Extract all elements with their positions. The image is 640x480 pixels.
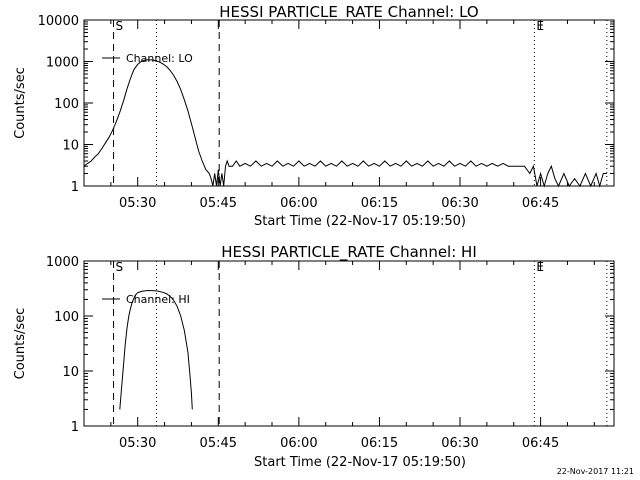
end-marker-label: E xyxy=(536,19,544,33)
panel-hi: HESSI PARTICLE_RATE Channel: HI 1 10 100 100… xyxy=(13,243,615,470)
x-tick-label: 05:30 xyxy=(119,196,156,211)
y-tick-label: 10000 xyxy=(38,14,79,29)
chart-title: HESSI PARTICLE_RATE Channel: HI xyxy=(221,243,477,262)
x-axis-label: Start Time (22-Nov-17 05:19:50) xyxy=(254,214,466,229)
y-tick-label: 10 xyxy=(62,365,79,380)
plot-frame xyxy=(83,260,615,427)
y-axis-label: Counts/sec xyxy=(13,67,28,139)
x-tick-label: 06:30 xyxy=(441,196,478,211)
y-tick-label: 1 xyxy=(71,420,79,435)
start-marker-label: S xyxy=(116,19,124,33)
legend-label: Channel: LO xyxy=(126,52,193,65)
panel-lo: HESSI PARTICLE_RATE Channel: LO 1 10 100 100… xyxy=(13,3,615,229)
x-tick-label: 06:30 xyxy=(441,436,478,451)
x-tick-label: 06:15 xyxy=(361,436,398,451)
y-tick-label: 100 xyxy=(54,310,79,325)
start-marker-label: S xyxy=(116,260,124,274)
x-tick-label: 05:45 xyxy=(200,196,237,211)
x-tick-label: 05:45 xyxy=(200,436,237,451)
x-tick-label: 06:45 xyxy=(522,196,559,211)
series-line xyxy=(83,59,607,188)
x-tick-label: 05:30 xyxy=(119,436,156,451)
legend-label: Channel: HI xyxy=(126,293,190,306)
x-axis-label: Start Time (22-Nov-17 05:19:50) xyxy=(254,455,466,470)
y-tick-label: 100 xyxy=(54,97,79,112)
y-tick-label: 10 xyxy=(62,139,79,154)
x-tick-label: 06:15 xyxy=(361,196,398,211)
y-axis-label: Counts/sec xyxy=(13,308,28,380)
x-tick-label: 06:00 xyxy=(280,196,317,211)
y-tick-label: 1000 xyxy=(46,255,79,270)
date-stamp: 22-Nov-2017 11:21 xyxy=(557,467,634,476)
x-tick-label: 06:00 xyxy=(280,436,317,451)
y-tick-label: 1 xyxy=(71,180,79,195)
x-tick-label: 06:45 xyxy=(522,436,559,451)
end-marker-label: E xyxy=(536,260,544,274)
chart-title: HESSI PARTICLE_RATE Channel: LO xyxy=(219,3,478,22)
series-line xyxy=(119,290,193,410)
y-tick-label: 1000 xyxy=(46,56,79,71)
